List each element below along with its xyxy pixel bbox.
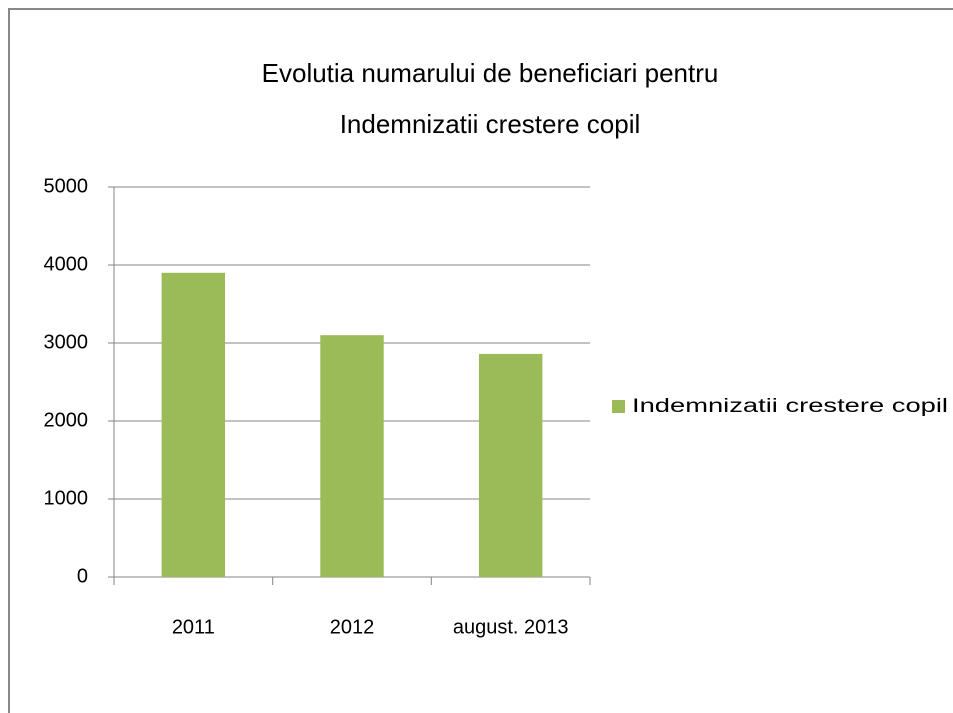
y-tick-label: 3000 [44, 331, 89, 353]
legend-swatch [612, 400, 625, 413]
legend-label: Indemnizatii crestere copil [632, 396, 948, 417]
x-tick-label: 2011 [172, 616, 215, 638]
y-tick-label: 2000 [44, 409, 89, 431]
bar [478, 353, 543, 577]
y-tick-label: 4000 [44, 253, 89, 275]
x-tick-label: 2012 [330, 616, 375, 638]
y-tick-label: 5000 [44, 175, 89, 197]
bar [161, 272, 226, 577]
chart-title: Evolutia numarului de beneficiari pentru [262, 58, 719, 88]
y-tick-label: 0 [77, 565, 88, 587]
chart-title: Indemnizatii crestere copil [340, 109, 641, 139]
x-tick-label: august. 2013 [453, 616, 569, 638]
y-tick-label: 1000 [44, 487, 89, 509]
bar [320, 335, 384, 577]
